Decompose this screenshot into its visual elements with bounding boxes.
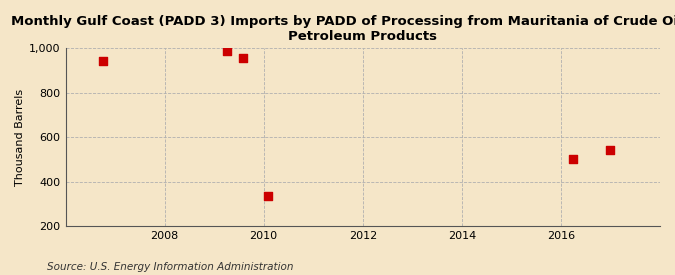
Point xyxy=(568,157,578,161)
Y-axis label: Thousand Barrels: Thousand Barrels xyxy=(15,89,25,186)
Point xyxy=(605,148,616,153)
Text: Source: U.S. Energy Information Administration: Source: U.S. Energy Information Administ… xyxy=(47,262,294,272)
Point xyxy=(221,48,232,53)
Point xyxy=(97,58,108,63)
Point xyxy=(263,194,273,198)
Point xyxy=(238,56,248,60)
Title: Monthly Gulf Coast (PADD 3) Imports by PADD of Processing from Mauritania of Cru: Monthly Gulf Coast (PADD 3) Imports by P… xyxy=(11,15,675,43)
